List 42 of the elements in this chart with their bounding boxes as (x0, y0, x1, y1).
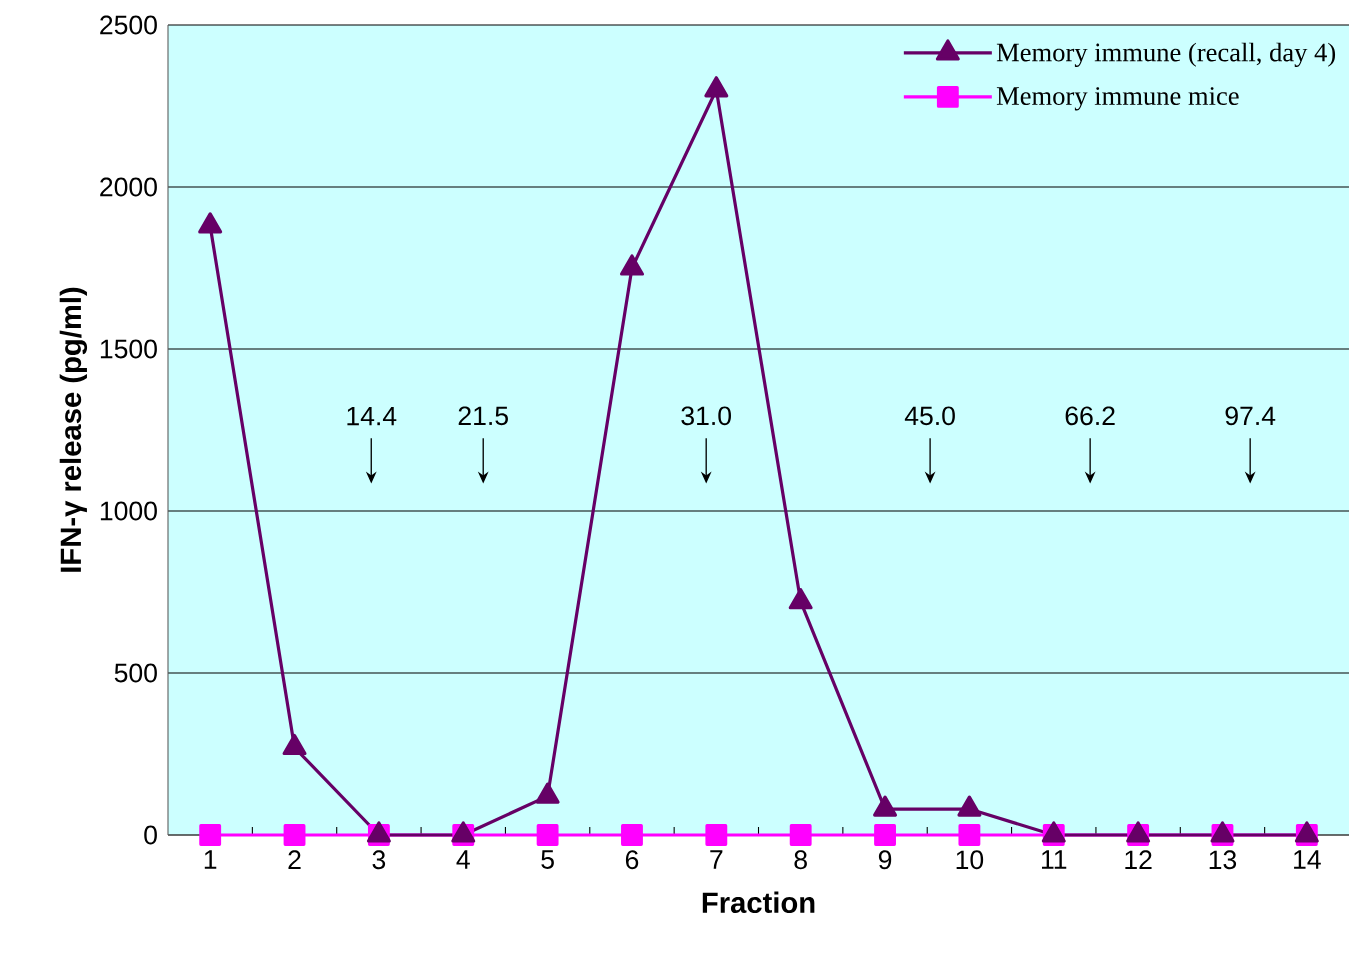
x-tick-label: 4 (456, 850, 470, 869)
annotation: 66.2 (1065, 406, 1115, 426)
y-tick-label: 500 (114, 663, 157, 683)
x-tick-label: 9 (878, 850, 892, 870)
x-tick-label: 5 (541, 850, 554, 869)
legend-label: Memory immune (recall, day 4) (996, 42, 1336, 67)
x-tick-label: 6 (625, 850, 639, 870)
point (199, 824, 222, 846)
y-tick-label: 2000 (100, 177, 157, 197)
point (958, 824, 981, 846)
x-tick-label: 3 (372, 850, 386, 870)
point (704, 76, 729, 98)
annotation: 31.0 (681, 406, 731, 426)
x-tick-label: 1 (204, 850, 217, 869)
x-tick-label: 13 (1209, 850, 1237, 870)
point (788, 588, 813, 610)
point (283, 824, 306, 846)
x-tick-label: 8 (794, 850, 807, 870)
point (789, 824, 812, 846)
y-tick-label: 2500 (100, 15, 157, 35)
x-tick-label: 11 (1041, 850, 1067, 869)
x-tick-label: 12 (1125, 850, 1152, 869)
annotation: 14.4 (347, 406, 397, 426)
annotation: 45.0 (904, 406, 955, 426)
point (874, 824, 896, 846)
x-tick-label: 10 (956, 850, 984, 870)
x-tick-label: 7 (710, 850, 723, 869)
annotation: 21.5 (458, 406, 508, 426)
point (619, 254, 644, 276)
x-tick-label: 2 (288, 850, 301, 869)
y-tick-label: 1500 (100, 339, 157, 359)
legend-label: Memory immune mice (996, 87, 1239, 111)
x-tick-label: 14 (1294, 850, 1321, 869)
point (705, 824, 728, 846)
point (536, 824, 559, 846)
point (621, 824, 643, 846)
y-tick-label: 1000 (100, 501, 157, 521)
point (198, 212, 223, 234)
y-axis-title: IFN-γ release (pg/ml) (59, 287, 88, 572)
y-tick-label: 0 (144, 825, 157, 845)
annotation: 97.4 (1225, 406, 1276, 426)
x-axis-title: Fraction (702, 891, 815, 914)
